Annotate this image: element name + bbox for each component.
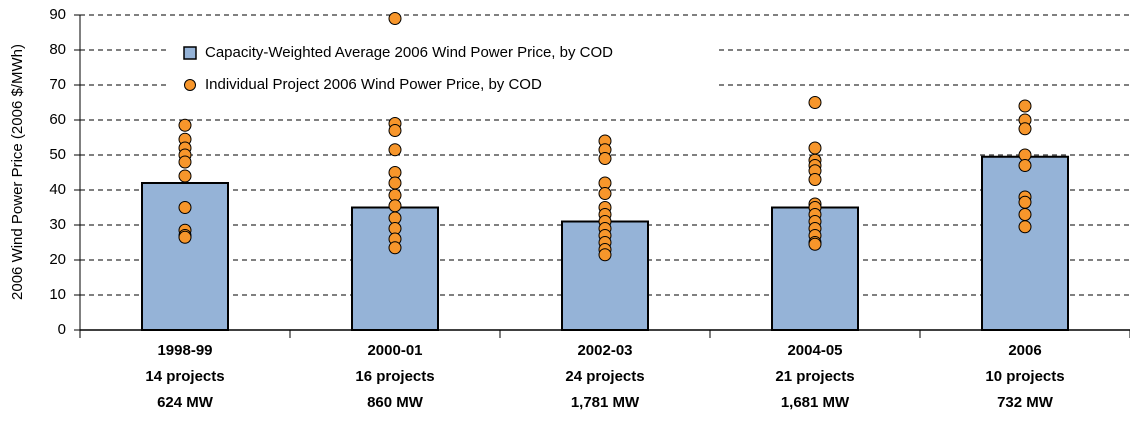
x-tick-label: 14 projects: [145, 368, 224, 385]
y-tick-label: 50: [49, 146, 66, 163]
point: [598, 187, 612, 200]
point: [178, 230, 192, 244]
bar: [981, 155, 1069, 331]
legend-background: [166, 36, 716, 100]
point: [808, 173, 822, 186]
point: [1018, 195, 1032, 209]
point: [808, 141, 822, 155]
point: [1018, 208, 1032, 221]
point: [388, 176, 402, 190]
x-tick-label: 624 MW: [157, 394, 214, 411]
x-tick-label: 860 MW: [367, 394, 424, 411]
point: [808, 96, 822, 109]
x-tick-label: 10 projects: [985, 368, 1064, 385]
y-tick-label: 80: [49, 41, 66, 58]
y-tick-label: 60: [49, 111, 66, 128]
point: [388, 199, 402, 213]
legend-marker: [183, 46, 197, 60]
point: [388, 124, 402, 137]
point: [178, 201, 192, 214]
x-tick-label: 2006: [1008, 342, 1041, 359]
x-tick-label: 16 projects: [355, 368, 434, 385]
x-tick-label: 2002-03: [577, 342, 632, 359]
point: [388, 143, 402, 157]
point: [388, 241, 402, 255]
x-tick-label: 2000-01: [367, 342, 422, 359]
y-tick-label: 30: [49, 216, 66, 233]
x-tick-label: 1,681 MW: [781, 394, 850, 411]
y-tick-label: 0: [58, 321, 66, 338]
legend-label: Individual Project 2006 Wind Power Price…: [205, 76, 542, 93]
x-tick-label: 21 projects: [775, 368, 854, 385]
point: [178, 118, 192, 132]
legend-label: Capacity-Weighted Average 2006 Wind Powe…: [205, 44, 613, 61]
point: [388, 12, 402, 25]
point: [178, 155, 192, 169]
y-tick-label: 40: [49, 181, 66, 198]
y-tick-label: 10: [49, 286, 66, 303]
x-tick-label: 1,781 MW: [571, 394, 640, 411]
point: [598, 152, 612, 165]
point: [598, 248, 612, 262]
point: [1018, 159, 1032, 172]
point: [808, 237, 822, 251]
y-tick-label: 20: [49, 251, 66, 268]
point: [1018, 220, 1032, 234]
legend-marker: [184, 79, 196, 91]
point: [1018, 122, 1032, 136]
y-tick-label: 70: [49, 76, 66, 93]
x-tick-label: 732 MW: [997, 394, 1054, 411]
point: [1018, 99, 1032, 113]
x-tick-label: 1998-99: [157, 342, 212, 359]
x-tick-label: 2004-05: [787, 342, 842, 359]
y-axis-label: 2006 Wind Power Price (2006 $/MWh): [9, 44, 26, 300]
point: [178, 169, 192, 183]
x-tick-label: 24 projects: [565, 368, 644, 385]
y-tick-label: 90: [49, 6, 66, 23]
